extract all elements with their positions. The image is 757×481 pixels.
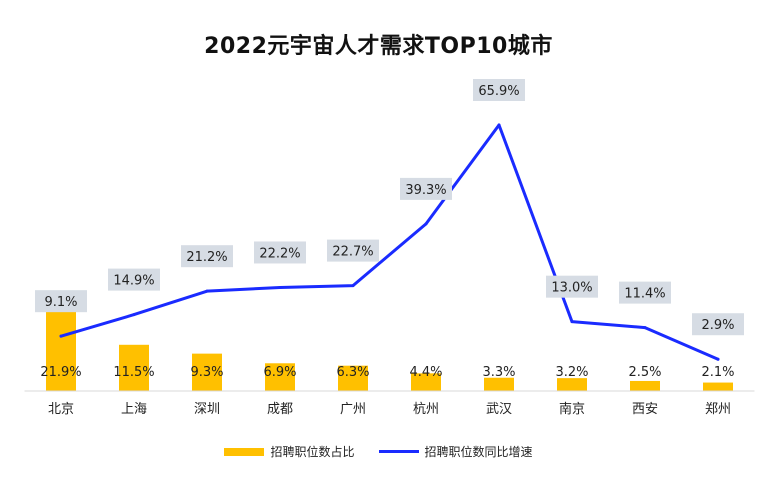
legend: 招聘职位数占比 招聘职位数同比增速 xyxy=(0,443,757,460)
bar-data-label: 2.5% xyxy=(628,365,661,380)
line-data-label: 9.1% xyxy=(44,295,77,310)
line-label-box xyxy=(619,281,671,304)
line-series xyxy=(59,123,720,361)
x-axis: 北京 上海 深圳 成都 广州 杭州 武汉 南京 西安 郑州 xyxy=(24,390,755,417)
chart-title: 2022元宇宙人才需求TOP10城市 xyxy=(204,34,553,59)
line-label-box xyxy=(692,313,744,336)
legend-label-line: 招聘职位数同比增速 xyxy=(424,445,533,459)
line-data-label: 13.0% xyxy=(551,281,592,296)
bar xyxy=(630,380,660,391)
x-tick-label: 上海 xyxy=(121,402,147,417)
line-point xyxy=(643,326,647,330)
line-data-label: 11.4% xyxy=(624,287,665,302)
bar xyxy=(265,363,295,391)
bar-labels-layer: 21.9% 11.5% 9.3% 6.9% 6.3% 4.4% 3.3% 3.2% 2.5% 2.… xyxy=(40,365,734,380)
legend-label-bar: 招聘职位数占比 xyxy=(270,445,355,459)
line-point xyxy=(570,320,574,324)
bar-data-label: 9.3% xyxy=(190,365,223,380)
x-tick-label: 西安 xyxy=(632,402,658,417)
bar xyxy=(484,377,514,391)
line-data-label: 2.9% xyxy=(701,318,734,333)
x-tick-label: 成都 xyxy=(267,402,293,417)
legend-item-line: 招聘职位数同比增速 xyxy=(378,443,533,460)
line-label-box xyxy=(327,239,379,262)
legend-swatch-line xyxy=(378,450,419,453)
bars-layer xyxy=(46,303,733,391)
line-point xyxy=(716,357,720,361)
bar xyxy=(703,382,733,391)
bar-data-label: 11.5% xyxy=(113,365,154,380)
line-layer xyxy=(59,123,720,361)
line-point xyxy=(278,285,282,289)
line-data-label: 65.9% xyxy=(478,84,519,99)
line-label-box xyxy=(400,177,452,200)
bar-data-label: 6.3% xyxy=(336,365,369,380)
bar-data-label: 2.1% xyxy=(701,365,734,380)
bar-data-label: 4.4% xyxy=(409,365,442,380)
line-label-box xyxy=(254,241,306,264)
bar xyxy=(192,353,222,391)
bar xyxy=(557,378,587,391)
line-labels-layer: 9.1% 14.9% 21.2% 22.2% 22.7% 39.3% 65.9% 13.0% 1… xyxy=(35,79,744,336)
x-tick-label: 郑州 xyxy=(705,402,731,417)
bar-data-label: 3.3% xyxy=(482,365,515,380)
line-label-box xyxy=(108,268,160,291)
line-data-label: 22.7% xyxy=(332,245,373,260)
bar-data-label: 21.9% xyxy=(40,365,81,380)
line-data-label: 21.2% xyxy=(186,250,227,265)
line-point xyxy=(132,313,136,317)
x-tick-label: 深圳 xyxy=(194,402,220,417)
line-label-box xyxy=(181,245,233,268)
line-point xyxy=(424,222,428,226)
bar xyxy=(46,303,76,391)
bar-data-label: 3.2% xyxy=(555,365,588,380)
bar xyxy=(411,373,441,391)
x-tick-label: 武汉 xyxy=(486,402,512,417)
legend-item-bar: 招聘职位数占比 xyxy=(224,443,355,460)
line-data-label: 39.3% xyxy=(405,183,446,198)
x-tick-label: 北京 xyxy=(48,402,74,417)
line-label-box xyxy=(473,79,525,101)
line-label-box xyxy=(35,290,87,313)
bar-data-label: 6.9% xyxy=(263,365,296,380)
legend-swatch-bar xyxy=(224,447,265,456)
x-tick-label: 南京 xyxy=(559,401,585,417)
line-point xyxy=(205,289,209,293)
line-data-label: 22.2% xyxy=(259,246,300,261)
line-point xyxy=(351,284,355,288)
line-point xyxy=(497,123,501,127)
bar xyxy=(119,344,149,391)
line-point xyxy=(59,334,63,338)
line-data-label: 14.9% xyxy=(113,274,154,289)
x-tick-label: 杭州 xyxy=(413,402,439,417)
x-tick-label: 广州 xyxy=(340,402,366,417)
bar xyxy=(338,365,368,391)
line-label-box xyxy=(546,275,598,298)
